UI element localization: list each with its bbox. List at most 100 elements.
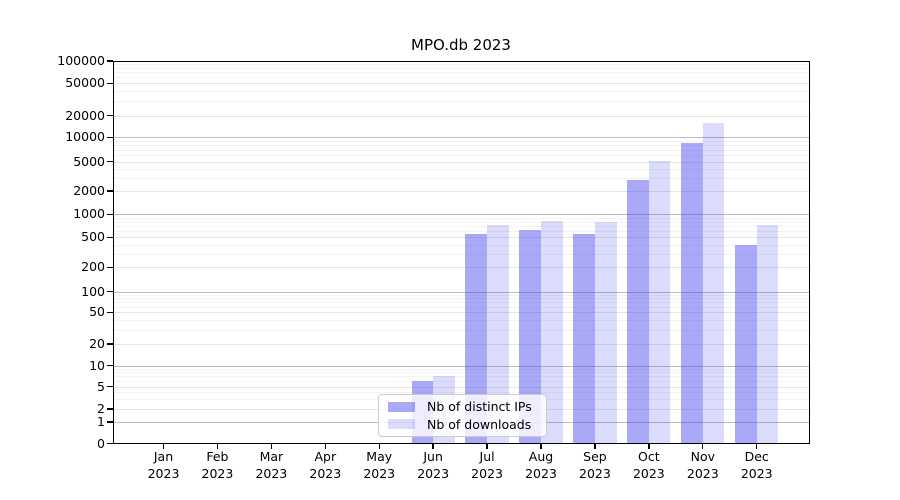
x-tick-label: Jul 2023	[471, 449, 503, 481]
x-tick-label: Nov 2023	[686, 449, 719, 481]
bar-downloads-nov	[702, 122, 725, 444]
gridline-labeled	[112, 344, 810, 345]
x-tick-mark	[486, 443, 488, 449]
y-tick-label: 5000	[73, 153, 105, 169]
x-tick-mark	[540, 443, 542, 449]
bar-distinct-ips-sep	[573, 233, 595, 444]
gridline-labeled	[112, 237, 810, 239]
gridline-minor	[112, 376, 810, 378]
legend-item-distinct-ips: Nb of distinct IPs	[379, 399, 546, 414]
gridline-decade	[112, 137, 810, 139]
x-tick-mark	[432, 443, 434, 449]
gridline-minor	[112, 149, 810, 151]
y-tick-mark	[106, 442, 113, 445]
gridline-minor	[112, 329, 810, 331]
y-tick-label: 10	[89, 357, 105, 373]
x-tick-mark	[216, 443, 219, 449]
bar-distinct-ips-aug	[519, 230, 541, 444]
y-tick-label: 1000	[73, 206, 105, 222]
gridline-minor	[112, 221, 810, 223]
x-tick-label: Jun 2023	[417, 449, 450, 481]
bar-distinct-ips-dec	[735, 244, 757, 444]
bar-distinct-ips-oct	[627, 180, 649, 444]
y-tick-mark	[106, 60, 113, 62]
gridline-labeled	[112, 83, 810, 85]
y-tick-mark	[106, 82, 113, 84]
gridline-minor	[112, 68, 810, 70]
gridline-minor	[112, 298, 810, 300]
y-tick-mark	[106, 385, 113, 388]
gridline-minor	[112, 391, 810, 393]
gridline-labeled	[112, 312, 810, 314]
gridline-minor	[112, 368, 810, 370]
gridline-minor	[112, 302, 810, 304]
gridline-minor	[112, 178, 810, 180]
gridline-minor	[112, 155, 810, 157]
y-tick-label: 20000	[65, 107, 105, 123]
bar-downloads-jul	[487, 225, 509, 444]
legend-swatch-downloads	[388, 419, 415, 430]
bar-distinct-ips-nov	[681, 143, 703, 444]
bar-distinct-ips-jul	[465, 234, 488, 444]
y-tick-label: 2000	[73, 183, 105, 198]
x-tick-mark	[324, 443, 326, 449]
y-tick-mark	[106, 291, 113, 293]
gridline-minor	[112, 244, 810, 246]
y-tick-mark	[106, 408, 113, 410]
gridline-labeled	[112, 161, 810, 163]
legend-label-downloads: Nb of downloads	[427, 416, 532, 432]
gridline-minor	[112, 101, 810, 103]
x-tick-label: May 2023	[363, 449, 396, 481]
x-tick-label: Apr 2023	[309, 449, 342, 481]
legend-item-downloads: Nb of downloads	[379, 417, 546, 432]
x-tick-mark	[270, 443, 273, 449]
y-tick-mark	[106, 266, 113, 268]
x-tick-label: Dec 2023	[740, 449, 773, 481]
gridline-minor	[112, 91, 810, 93]
y-tick-label: 20	[89, 336, 105, 351]
bar-downloads-oct	[648, 161, 671, 444]
gridline-minor	[112, 372, 810, 374]
gridline-minor	[112, 217, 810, 219]
x-tick-label: Sep 2023	[579, 449, 611, 481]
gridline-labeled	[112, 115, 810, 117]
legend-label-distinct-ips: Nb of distinct IPs	[427, 399, 532, 415]
y-tick-mark	[106, 343, 113, 345]
gridline-minor	[112, 141, 810, 142]
x-tick-label: Mar 2023	[255, 449, 288, 481]
x-tick-label: Feb 2023	[201, 449, 234, 481]
x-tick-mark	[378, 443, 380, 449]
gridline-minor	[112, 64, 810, 66]
y-tick-mark	[106, 161, 113, 163]
y-tick-label: 50	[89, 304, 105, 320]
bar-downloads-dec	[756, 224, 779, 444]
y-tick-mark	[106, 213, 113, 215]
gridline-labeled	[112, 191, 810, 192]
gridline-minor	[112, 306, 810, 308]
y-tick-label: 1	[97, 414, 105, 429]
gridline-decade	[112, 214, 810, 216]
y-tick-mark	[106, 311, 113, 313]
x-tick-label: Oct 2023	[632, 449, 665, 481]
gridline-decade	[112, 291, 810, 293]
x-tick-mark	[702, 443, 704, 449]
y-tick-mark	[106, 236, 113, 238]
gridline-minor	[112, 294, 810, 296]
y-tick-label: 100	[81, 283, 105, 299]
bar-downloads-aug	[541, 221, 563, 444]
y-tick-mark	[106, 190, 113, 192]
y-tick-mark	[106, 136, 113, 138]
y-tick-label: 500	[81, 229, 105, 245]
legend-swatch-distinct-ips	[388, 401, 415, 412]
y-tick-mark	[106, 421, 113, 423]
x-tick-mark	[648, 443, 650, 449]
y-tick-label: 50000	[65, 75, 105, 91]
x-tick-mark	[162, 443, 165, 449]
y-tick-label: 100000	[57, 53, 105, 68]
gridline-labeled	[112, 267, 810, 269]
y-tick-label: 0	[97, 435, 105, 451]
x-tick-mark	[594, 443, 596, 449]
x-tick-mark	[756, 443, 758, 449]
y-tick-label: 10000	[65, 129, 105, 145]
